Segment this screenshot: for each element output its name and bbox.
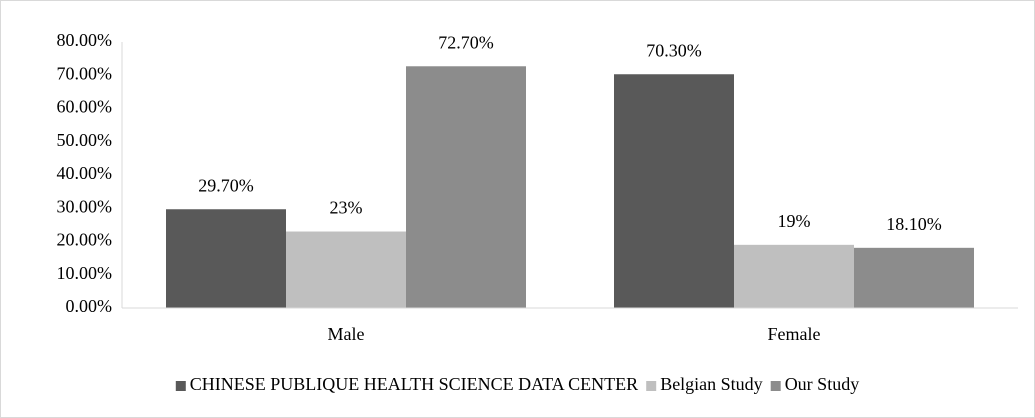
- legend-label: Our Study: [785, 374, 860, 394]
- bar: [166, 209, 286, 308]
- x-tick-label: Female: [768, 324, 821, 344]
- data-label: 23%: [330, 198, 363, 218]
- y-tick-label: 30.00%: [57, 196, 113, 216]
- legend-marker: [646, 381, 657, 391]
- legend-label: CHINESE PUBLIQUE HEALTH SCIENCE DATA CEN…: [190, 374, 638, 394]
- y-tick-label: 60.00%: [57, 97, 113, 117]
- y-tick-label: 70.00%: [57, 63, 113, 83]
- y-tick-label: 40.00%: [57, 163, 113, 183]
- legend-marker: [175, 381, 186, 391]
- data-label: 29.70%: [198, 175, 254, 195]
- y-tick-label: 20.00%: [57, 230, 113, 250]
- bar: [406, 66, 526, 309]
- y-tick-label: 10.00%: [57, 263, 113, 283]
- data-label: 18.10%: [886, 214, 942, 234]
- y-tick-label: 80.00%: [57, 30, 113, 50]
- data-label: 72.70%: [438, 32, 494, 52]
- bar: [734, 244, 854, 308]
- data-label: 70.30%: [646, 40, 702, 60]
- bar: [286, 231, 406, 308]
- x-tick-label: Male: [328, 324, 365, 344]
- y-tick-label: 0.00%: [66, 296, 113, 316]
- y-tick-label: 50.00%: [57, 130, 113, 150]
- legend-label: Belgian Study: [660, 374, 763, 394]
- bar: [614, 74, 734, 308]
- data-label: 19%: [778, 211, 811, 231]
- bar: [854, 247, 974, 308]
- legend-marker: [770, 381, 781, 391]
